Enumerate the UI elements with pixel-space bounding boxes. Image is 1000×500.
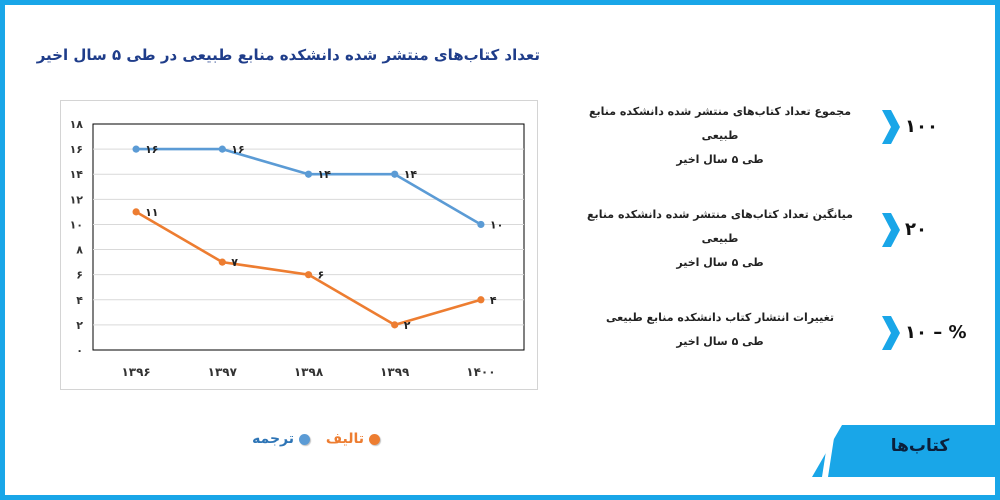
data-label: ۶ xyxy=(318,269,325,282)
x-tick-label: ۱۴۰۰ xyxy=(466,365,495,379)
x-tick-label: ۱۳۹۹ xyxy=(380,365,410,379)
chevron-right-icon xyxy=(882,316,900,350)
chevron-right-icon xyxy=(882,213,900,247)
data-point xyxy=(304,170,313,178)
data-label: ۲ xyxy=(404,319,411,332)
x-tick-label: ۱۳۹۶ xyxy=(121,365,150,379)
legend-marker-translation-icon xyxy=(299,433,310,445)
chevron-right-icon xyxy=(882,110,900,144)
y-tick-label: ۲ xyxy=(76,319,83,332)
legend-label-authored: تالیف xyxy=(325,431,364,447)
y-tick-label: ۱۲ xyxy=(70,193,84,206)
stat-description-period: طی ۵ سال اخیر xyxy=(676,153,764,166)
data-point xyxy=(132,145,140,153)
y-tick-label: ۶ xyxy=(76,269,83,282)
legend-label-translation: ترجمه xyxy=(252,431,294,447)
y-tick-label: ۸ xyxy=(76,244,83,257)
stat-total-books: مجموع تعداد کتاب‌های منتشر شده دانشکده م… xyxy=(570,100,980,166)
data-label: ۴ xyxy=(490,294,497,307)
data-label: ۱۶ xyxy=(231,143,244,156)
legend-item-authored: تالیف xyxy=(326,428,380,450)
stat-description: میانگین تعداد کتاب‌های منتشر شده دانشکده… xyxy=(570,203,870,275)
series-line-0 xyxy=(136,147,482,226)
y-tick-label: ۱۰ xyxy=(70,218,83,231)
stat-average-books: میانگین تعداد کتاب‌های منتشر شده دانشکده… xyxy=(570,203,980,269)
chart-title: تعداد کتاب‌های منتشر شده دانشکده منابع ط… xyxy=(36,46,540,64)
y-tick-label: ۰ xyxy=(76,344,83,357)
data-point xyxy=(391,321,399,329)
stat-description: مجموع تعداد کتاب‌های منتشر شده دانشکده م… xyxy=(570,100,870,172)
section-label: کتاب‌ها xyxy=(890,436,950,456)
data-label: ۱۶ xyxy=(145,143,158,156)
y-tick-label: ۱۶ xyxy=(70,143,83,156)
data-label: ۱۴ xyxy=(404,168,418,181)
x-tick-label: ۱۳۹۷ xyxy=(208,365,238,379)
data-label: ۱۱ xyxy=(145,206,158,219)
data-label: ۱۰ xyxy=(490,218,503,231)
stat-value: ۲۰ xyxy=(905,219,927,240)
line-chart: ۰ ۲ ۴ ۶ ۸ ۱۰ ۱۲ ۱۴ ۱۶ ۱۸ ۱۳۹۶ ۱۳۹۷ ۱۳۹۸ ۱۳۹۹ ۱۴۰۰ ۱۶ ۱۶ ۱… xyxy=(70,118,525,379)
stat-description: تغییرات انتشار کتاب دانشکده منابع طبیعی … xyxy=(570,306,870,354)
y-tick-label: ۱۴ xyxy=(70,168,84,181)
stat-description-line: میانگین تعداد کتاب‌های منتشر شده دانشکده… xyxy=(587,208,853,245)
series-line-1 xyxy=(135,210,482,327)
stat-value: ۱۰۰ xyxy=(905,116,938,137)
data-point xyxy=(218,258,226,266)
chart-panel: ۰ ۲ ۴ ۶ ۸ ۱۰ ۱۲ ۱۴ ۱۶ ۱۸ ۱۳۹۶ ۱۳۹۷ ۱۳۹۸ ۱۳۹۹ ۱۴۰۰ ۱۶ ۱۶ ۱… xyxy=(60,100,538,390)
chart-legend: تالیف ترجمه xyxy=(220,428,380,450)
stat-value: ۱۰ – % xyxy=(905,322,967,343)
plot-area xyxy=(92,123,525,351)
y-tick-label: ۱۸ xyxy=(70,118,84,131)
data-point xyxy=(477,220,485,229)
data-label: ۱۴ xyxy=(318,168,332,181)
stat-change-rate: تغییرات انتشار کتاب دانشکده منابع طبیعی … xyxy=(570,306,980,366)
stat-description-period: طی ۵ سال اخیر xyxy=(676,256,764,269)
section-banner xyxy=(812,425,1000,477)
x-tick-label: ۱۳۹۸ xyxy=(294,365,324,379)
stat-description-line: مجموع تعداد کتاب‌های منتشر شده دانشکده م… xyxy=(588,105,852,142)
data-label: ۷ xyxy=(231,256,238,269)
data-point xyxy=(477,296,485,304)
stat-description-line: تغییرات انتشار کتاب دانشکده منابع طبیعی xyxy=(606,311,834,324)
stat-description-period: طی ۵ سال اخیر xyxy=(676,335,764,348)
data-point xyxy=(132,208,140,216)
legend-marker-authored-icon xyxy=(369,433,380,445)
data-point xyxy=(391,170,399,178)
data-point xyxy=(218,145,226,153)
y-tick-label: ۴ xyxy=(76,294,83,307)
legend-item-translation: ترجمه xyxy=(252,428,310,450)
data-point xyxy=(304,271,313,279)
